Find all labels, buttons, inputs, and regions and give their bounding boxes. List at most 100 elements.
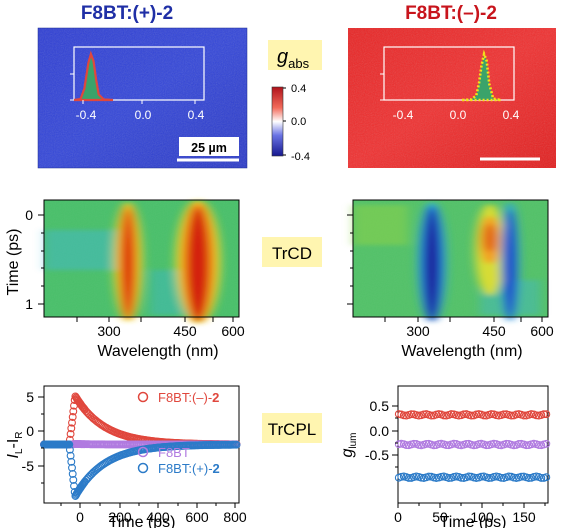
trcd-right-xtick-300: 300 [406,323,430,339]
trcpl-ytick-neg5: -5 [22,458,35,474]
glum-point [534,441,543,449]
glum-point [504,472,513,481]
gabs-label: gabs [277,46,310,71]
glum-point [502,439,511,448]
trcpl-point [68,413,77,421]
glum-point [409,439,418,448]
glum-point [527,410,536,419]
histogram-left: -0.4 0.0 0.4 [70,46,205,122]
trcd-left-xtick-600: 600 [221,323,245,339]
trcd-left-ytick-0: 0 [25,207,33,223]
trcpl-point [65,445,74,454]
gabs-colorbar: gabs 0.4 0.0 -0.4 [268,40,322,163]
glum-point [532,411,541,420]
glum-point [537,473,546,482]
glum-point [464,472,473,481]
glum-point [417,473,426,482]
trcd-left: 0 1 300 450 600 Wavelength (nm) Time (ps… [5,199,245,360]
trcpl-plot: 5 0 -5 0 200 400 600 800 Time (ps) IL-IR… [5,385,247,528]
glum-point [424,472,433,481]
trcpl-label: TrCPL [268,420,317,439]
trcpl-point [66,451,75,460]
scale-bar: 25 µm [177,137,239,162]
left-cd-map: -0.4 0.0 0.4 25 µm [37,27,248,169]
trcpl-xtick-800: 800 [223,509,247,525]
glum-point [449,439,458,448]
trcd-left-xtick-450: 450 [173,323,197,339]
glum-point [542,439,551,448]
glum-point [402,441,411,450]
trcpl-point [86,471,95,480]
glum-point [407,410,416,419]
trcpl-point [67,424,76,433]
glum-point [462,439,471,448]
right-title: F8BT:(–)-2 [405,3,497,24]
trcd-label-box: TrCD [262,237,322,267]
glum-point [479,411,488,420]
glum-point [482,441,491,450]
colorbar-tick-top: 0.4 [291,83,306,95]
glum-point [519,411,528,420]
glum-point [442,441,451,450]
glum-point [497,473,506,482]
glum-ytick-zero: 0.0 [370,423,390,439]
trcpl-xtick-600: 600 [185,509,209,525]
legend-minus-label: F8BT:(–)-2 [158,390,219,405]
glum-xtick-0: 0 [394,509,402,525]
trcpl-point [68,463,76,472]
glum-point [437,472,446,481]
trcpl-point [65,440,74,449]
trcpl-point [85,410,93,419]
glum-point [542,473,551,482]
trcpl-point [68,469,77,478]
histogram-right: -0.4 0.0 0.4 [380,46,520,122]
glum-point [524,474,533,482]
hist-left-tick-zero: 0.0 [135,108,152,122]
glum-point [542,410,551,419]
glum-xtick-50: 50 [432,509,448,525]
glum-point [522,441,531,450]
glum-xtick-150: 150 [512,509,536,525]
hist-right-tick-neg: -0.4 [393,108,414,122]
trcpl-legend: F8BT:(–)-2 F8BT F8BT:(+)-2 [137,390,220,476]
glum-point [494,441,503,449]
glum-ytick-neg: -0.5 [365,447,389,463]
hist-right-tick-zero: 0.0 [450,108,467,122]
glum-point [457,473,466,482]
glum-point [429,441,438,450]
glum-point [499,410,508,419]
trcpl-point [83,408,92,417]
glum-point [404,473,413,482]
glum-xtick-100: 100 [470,509,494,525]
trcpl-ylabel: IL-IR [5,431,25,458]
trcpl-point [67,457,76,466]
glum-point [439,411,448,420]
trcd-label: TrCD [272,244,312,263]
legend-f8bt-label: F8BT [158,445,190,460]
glum-point [447,410,456,419]
left-title: F8BT:(+)-2 [81,3,173,24]
trcpl-point [66,430,75,438]
legend-plus-label: F8BT:(+)-2 [158,461,220,476]
trcd-right-xtick-450: 450 [482,323,506,339]
trcd-right: 300 450 600 Wavelength (nm) [347,199,554,360]
hist-right-tick-pos: 0.4 [503,108,520,122]
glum-point [487,410,496,419]
trcpl-label-box: TrCPL [262,413,322,443]
glum-point [419,410,428,419]
scale-bar-label: 25 µm [191,141,227,155]
trcpl-point [69,475,78,484]
hist-left-tick-neg: -0.4 [76,108,97,122]
glum-point [517,472,526,481]
glum-point [427,411,436,420]
trcd-left-xlabel: Wavelength (nm) [97,343,218,360]
colorbar-tick-bottom: -0.4 [291,151,310,163]
trcpl-markers [40,392,241,500]
glum-xlabel: Time (ps) [440,514,507,528]
colorbar-tick-mid: 0.0 [291,116,306,128]
trcpl-xtick-200: 200 [108,509,132,525]
trcpl-ytick-0: 0 [26,423,34,439]
hist-left-tick-pos: 0.4 [188,108,205,122]
trcpl-point [68,418,76,427]
